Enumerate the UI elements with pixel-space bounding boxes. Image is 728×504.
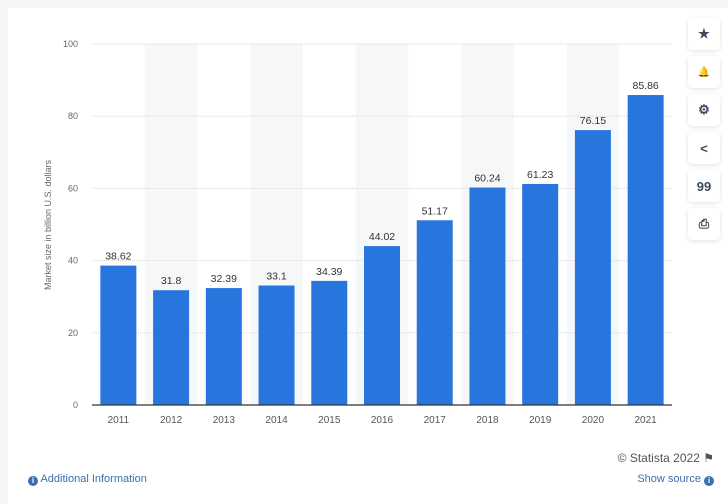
x-tick-label: 2020: [582, 415, 605, 426]
x-tick-label: 2015: [318, 415, 341, 426]
data-label: 34.39: [316, 266, 342, 278]
credit-text: © Statista 2022: [617, 451, 700, 465]
share-icon: <: [700, 140, 708, 156]
quote-icon: 99: [696, 178, 712, 194]
toolbar: ★ 🔔 ⚙ < 99 ⎙: [688, 18, 720, 246]
bar: [416, 220, 453, 405]
additional-information-label: Additional Information: [40, 473, 147, 485]
y-tick-label: 100: [63, 39, 78, 49]
share-button[interactable]: <: [688, 132, 720, 164]
data-label: 60.24: [474, 173, 500, 185]
show-source-link[interactable]: Show source i: [637, 473, 714, 486]
info-icon: i: [704, 476, 714, 486]
bar: [100, 265, 137, 405]
y-tick-label: 20: [68, 328, 78, 338]
statista-credit[interactable]: © Statista 2022 ⚑: [618, 451, 714, 465]
x-tick-label: 2021: [635, 415, 658, 426]
bar: [205, 288, 242, 405]
flag-icon: ⚑: [703, 451, 714, 465]
bar: [522, 183, 559, 405]
settings-button[interactable]: ⚙: [688, 94, 720, 126]
data-label: 51.17: [422, 205, 448, 217]
y-axis-label: Market size in billion U.S. dollars: [43, 159, 53, 291]
data-label: 44.02: [369, 231, 395, 243]
bar: [627, 95, 664, 405]
bar: [469, 187, 506, 405]
bar: [364, 246, 400, 405]
data-label: 85.86: [632, 80, 658, 92]
x-tick-label: 2011: [108, 415, 130, 426]
star-button[interactable]: ★: [688, 18, 720, 50]
y-tick-label: 60: [68, 183, 78, 193]
additional-information-link[interactable]: i Additional Information: [28, 473, 147, 486]
x-tick-label: 2016: [371, 415, 394, 426]
bar: [574, 130, 611, 405]
star-icon: ★: [698, 26, 710, 41]
print-icon: ⎙: [698, 216, 710, 231]
x-tick-label: 2017: [424, 415, 447, 426]
y-tick-label: 0: [73, 400, 78, 410]
data-label: 38.62: [105, 251, 131, 263]
bar: [258, 285, 295, 405]
bar: [153, 290, 190, 405]
y-tick-label: 80: [68, 111, 78, 121]
data-label: 33.1: [266, 271, 287, 283]
x-tick-label: 2019: [529, 415, 552, 426]
data-label: 32.39: [211, 273, 237, 285]
show-source-label: Show source: [637, 473, 701, 485]
cite-button[interactable]: 99: [688, 170, 720, 202]
x-tick-label: 2012: [160, 415, 183, 426]
x-tick-label: 2014: [265, 415, 288, 426]
bell-icon: 🔔: [697, 66, 711, 78]
x-tick-label: 2018: [476, 415, 499, 426]
data-label: 76.15: [580, 115, 606, 127]
data-label: 31.8: [161, 275, 182, 287]
bar: [311, 280, 348, 405]
notification-button[interactable]: 🔔: [688, 56, 720, 88]
gear-icon: ⚙: [698, 102, 710, 117]
print-button[interactable]: ⎙: [688, 208, 720, 240]
data-label: 61.23: [527, 169, 553, 181]
x-tick-label: 2013: [213, 415, 236, 426]
y-tick-label: 40: [68, 256, 78, 266]
info-icon: i: [28, 476, 38, 486]
